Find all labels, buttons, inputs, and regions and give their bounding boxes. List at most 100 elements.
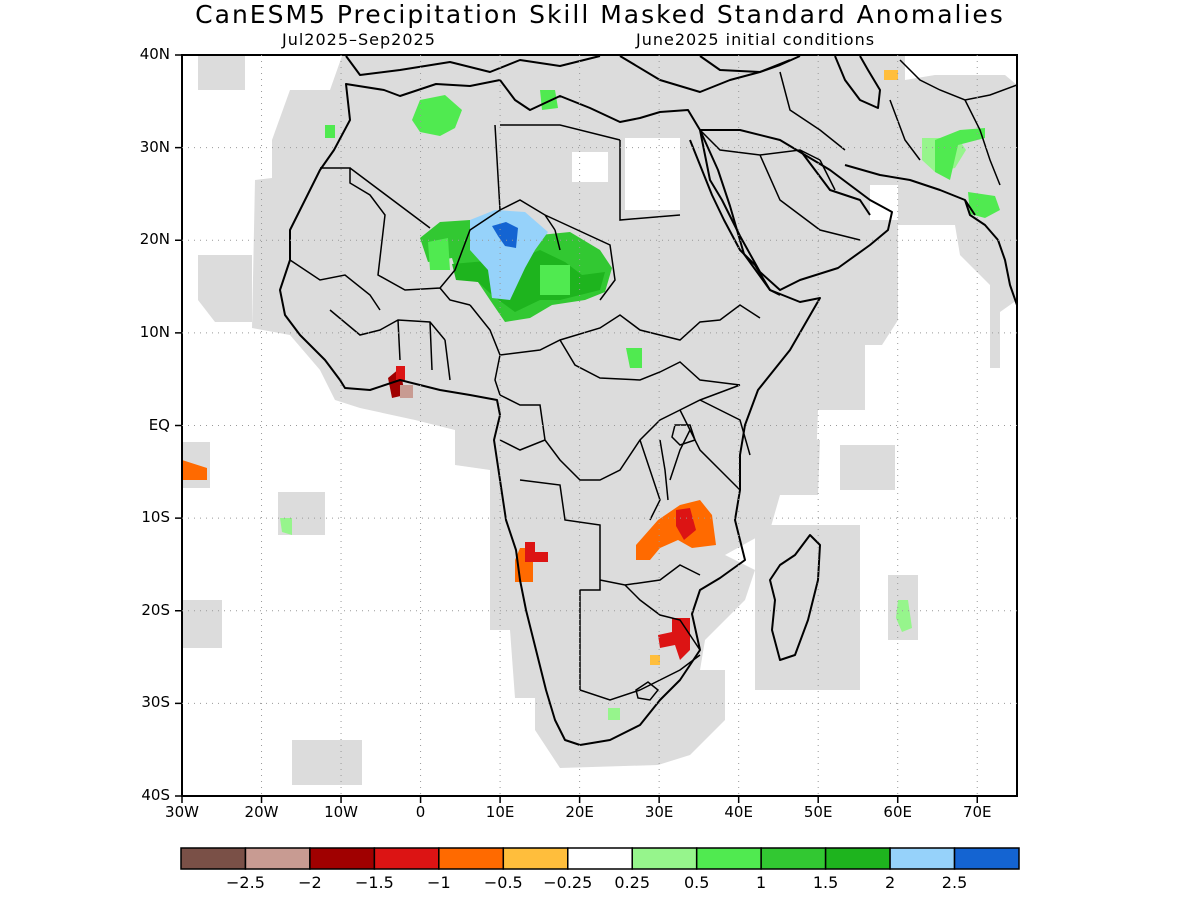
lake-victoria [671,424,696,446]
st-helena-anomaly [280,518,292,535]
anomaly-patches [182,70,1000,720]
caspian-coastline [834,55,881,109]
colorbar-swatch [567,847,633,870]
colorbar-swatch [760,847,827,870]
colorbar-label: 1.5 [812,873,839,892]
gujarat-anomaly [968,192,1000,218]
central-africa-borders [499,304,761,481]
sahara-borders [320,124,681,306]
zimbabwe-anomaly-red [658,618,690,660]
lon-tick-label: 40E [724,803,753,821]
egypt-hole [625,138,680,210]
lon-tick-label: 30E [644,803,674,821]
lon-tick-label: 20E [565,803,594,821]
libya-anomaly [540,90,558,110]
colorbar-label: −2.5 [226,873,265,892]
madagascar-coastline [769,534,821,661]
tanzania-anomaly-red [676,508,696,540]
lat-tick-label: 20S [141,600,170,619]
lon-tick-label: 10E [485,803,515,821]
east-africa-borders [639,399,751,521]
pakistan-anomaly [935,128,985,180]
forecast-period: Jul2025–Sep2025 [282,30,436,49]
tanzania-anomaly-orange [636,500,716,560]
lat-tick-label: 40N [139,45,170,63]
coastline-layer [279,55,1018,746]
tristan-mask [292,740,362,785]
map-title: CanESM5 Precipitation Skill Masked Stand… [195,0,1005,29]
colorbar-label: −0.5 [483,873,523,892]
atlantic-south-mask [182,600,222,648]
lon-tick-label: 60E [883,803,912,821]
niger-anomaly-blue [492,222,518,248]
colorbar-swatch [438,847,505,870]
colorbar-label: 0.5 [683,873,710,892]
atlantic-anomaly-orange [182,460,207,480]
kazakh-anomaly-orange [884,70,898,80]
lon-tick-label: 50E [803,803,833,821]
sahel-anomaly-light-green [428,238,570,295]
colorbar-label: 2.5 [941,873,968,892]
libya-hole [572,152,608,182]
colorbar-swatch [373,847,440,870]
west-atlantic-mask [198,255,252,322]
colorbar-label: −1.5 [354,873,394,892]
colorbar [180,847,1020,870]
lat-tick-label: 30S [141,693,170,712]
lon-tick-label: 0 [415,803,426,821]
algeria-small-anomaly [325,125,335,138]
colorbar-label: 2 [884,873,896,892]
lat-tick-label: 10S [141,508,170,527]
colorbar-swatch [309,847,376,870]
lat-tick-label: 30N [139,137,170,156]
lat-tick-label: 10N [139,322,170,341]
lon-tick-label: 20W [244,803,279,821]
gulf-of-aden-coastline [754,264,781,296]
angola-anomaly-red [525,542,548,562]
southern-africa-borders [519,479,701,701]
middle-east-borders [699,59,1018,241]
arabia-mask [755,440,820,495]
lon-tick-label: 70E [962,803,992,821]
lesotho-border [635,681,660,701]
algeria-anomaly [412,95,462,136]
lat-tick-label: 20N [139,230,170,249]
lat-tick-label: EQ [148,415,170,434]
lat-tick-label: 40S [141,786,170,804]
colorbar-swatch [953,847,1020,870]
sudan-anomaly [626,348,642,368]
canary-mask [198,56,245,90]
lon-tick-label: 30W [165,803,199,821]
colorbar-label: −0.25 [543,873,593,892]
red-sea-coastline [689,139,756,266]
colorbar-swatch [824,847,891,870]
colorbar-swatch [889,847,956,870]
madagascar-mask [755,525,860,690]
colorbar-label: −2 [298,873,322,892]
africa-coastline [279,79,821,746]
niger-anomaly-light-blue [470,210,548,300]
arabia-coastline [699,129,893,291]
indian-ocean-mask [840,445,895,490]
colorbar-swatch [180,847,247,870]
mascarene-anomaly [896,600,912,632]
initial-conditions: June2025 initial conditions [636,30,876,49]
colorbar-swatch [244,847,311,870]
colorbar-label: −1 [427,873,451,892]
colorbar-swatch [502,847,569,870]
axis-ticks [175,54,978,803]
lon-tick-label: 10W [324,803,358,821]
ghana-anomaly-red [396,366,405,380]
border-layer [289,59,1018,701]
colorbar-swatch [695,847,762,870]
lake-tanganyika [659,439,669,501]
colorbar-label: 0.25 [614,873,651,892]
colorbar-label: 1 [756,873,767,892]
black-sea-coastline [699,55,801,73]
zimbabwe-anomaly-orange [650,655,660,665]
west-africa-borders [289,259,501,396]
ghana-anomaly-brown [400,385,413,398]
southafrica-anomaly [608,708,620,720]
colorbar-swatch [631,847,698,870]
